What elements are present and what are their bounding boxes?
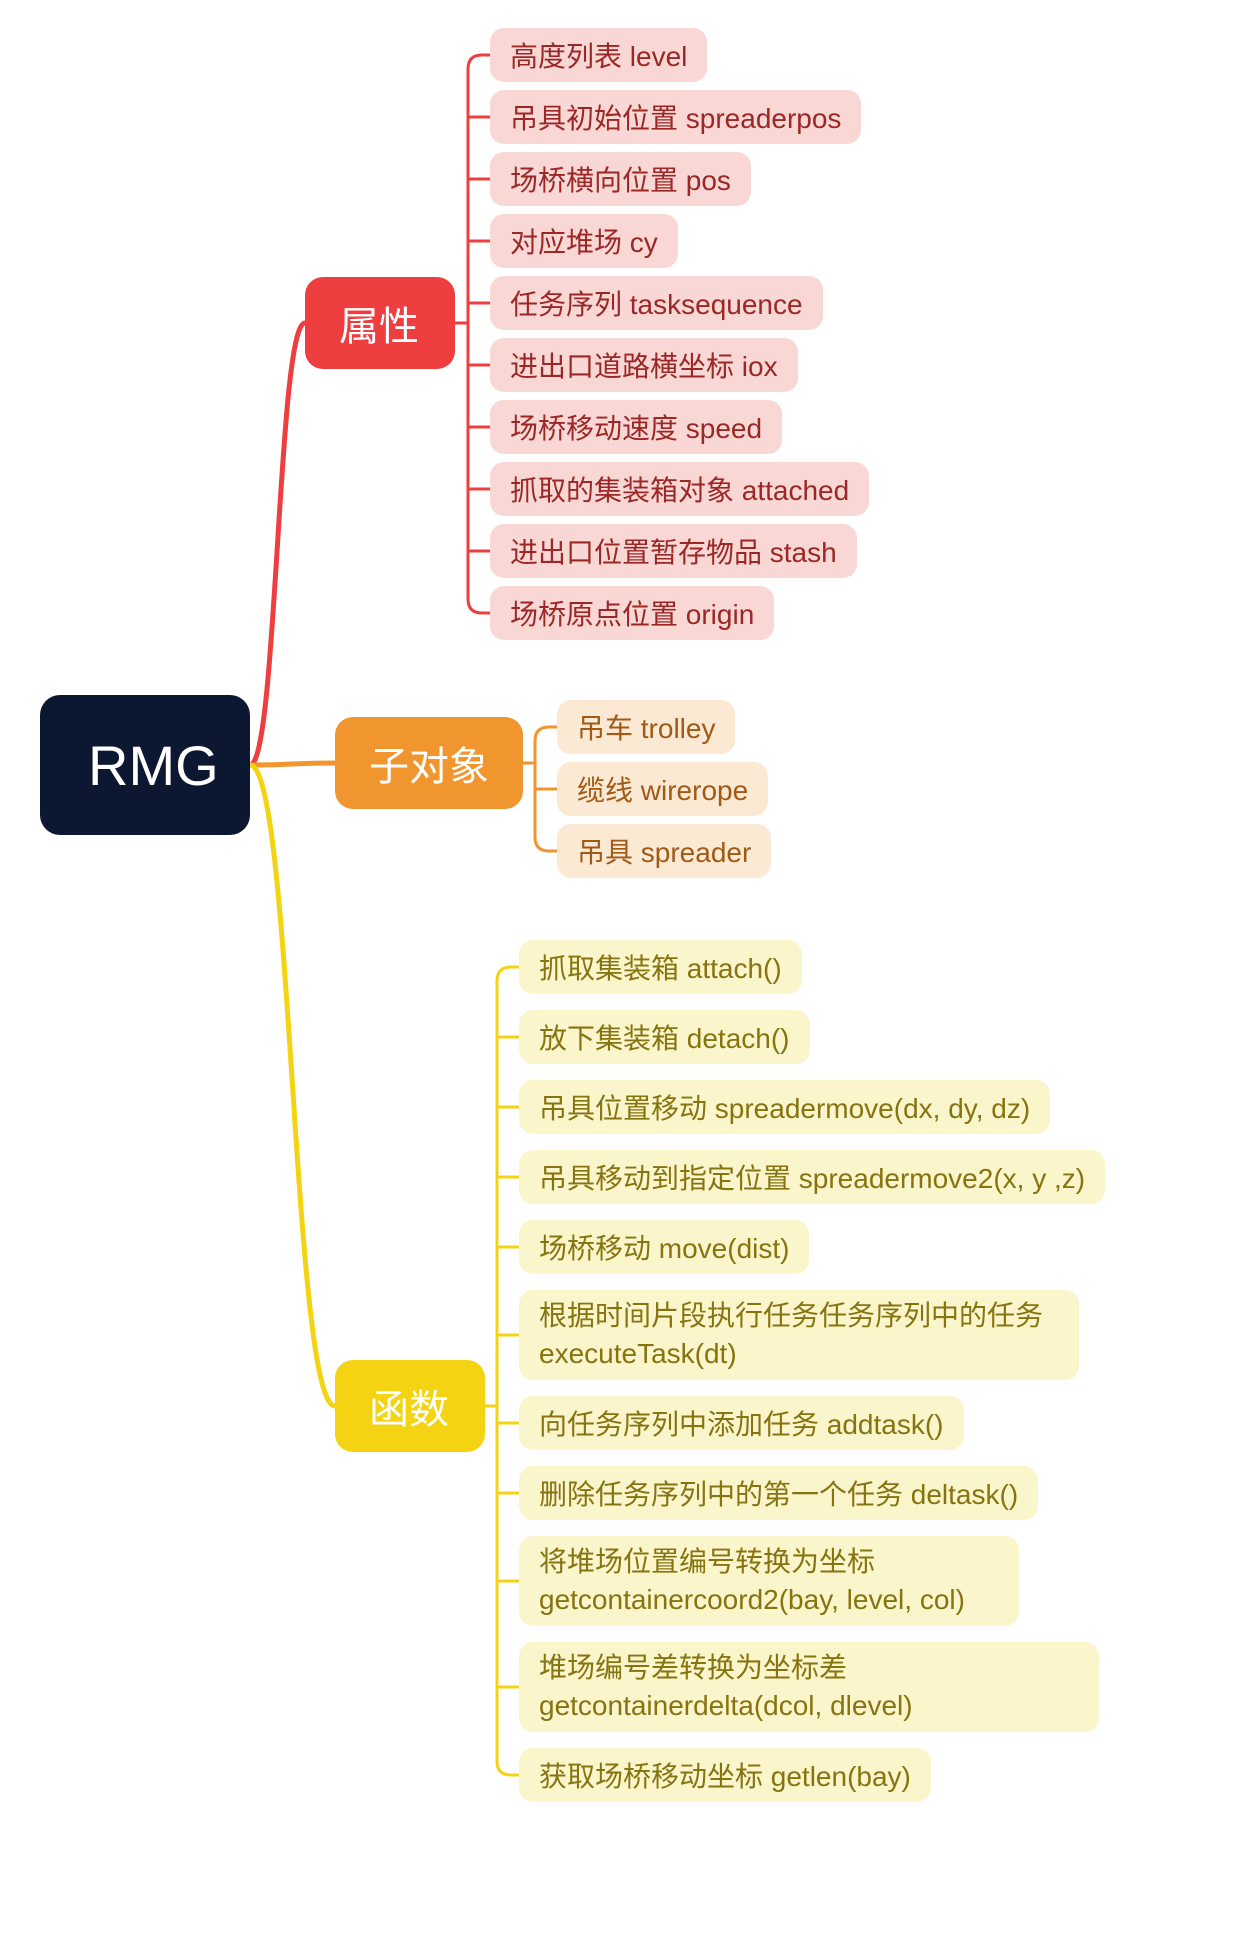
leaf-attr-0: 高度列表 level — [490, 28, 707, 82]
leaf-attr-2: 场桥横向位置 pos — [490, 152, 751, 206]
root-node: RMG — [40, 695, 250, 835]
leaf-func-4: 场桥移动 move(dist) — [519, 1220, 809, 1274]
branch-attr: 属性 — [305, 277, 455, 369]
leaf-child-2: 吊具 spreader — [557, 824, 771, 878]
leaf-func-0: 抓取集装箱 attach() — [519, 940, 802, 994]
leaf-attr-5: 进出口道路横坐标 iox — [490, 338, 798, 392]
leaf-attr-9: 场桥原点位置 origin — [490, 586, 774, 640]
leaf-attr-7: 抓取的集装箱对象 attached — [490, 462, 869, 516]
leaf-attr-8: 进出口位置暂存物品 stash — [490, 524, 857, 578]
branch-child: 子对象 — [335, 717, 523, 809]
leaf-func-7: 删除任务序列中的第一个任务 deltask() — [519, 1466, 1038, 1520]
leaf-attr-6: 场桥移动速度 speed — [490, 400, 782, 454]
branch-func: 函数 — [335, 1360, 485, 1452]
leaf-func-2: 吊具位置移动 spreadermove(dx, dy, dz) — [519, 1080, 1050, 1134]
leaf-attr-3: 对应堆场 cy — [490, 214, 678, 268]
leaf-func-9: 堆场编号差转换为坐标差getcontainerdelta(dcol, dleve… — [519, 1642, 1099, 1732]
leaf-func-10: 获取场桥移动坐标 getlen(bay) — [519, 1748, 931, 1802]
leaf-func-8: 将堆场位置编号转换为坐标 getcontainercoord2(bay, lev… — [519, 1536, 1019, 1626]
leaf-func-5: 根据时间片段执行任务任务序列中的任务 executeTask(dt) — [519, 1290, 1079, 1380]
leaf-attr-1: 吊具初始位置 spreaderpos — [490, 90, 861, 144]
leaf-child-1: 缆线 wirerope — [557, 762, 768, 816]
leaf-attr-4: 任务序列 tasksequence — [490, 276, 823, 330]
leaf-func-1: 放下集装箱 detach() — [519, 1010, 810, 1064]
leaf-child-0: 吊车 trolley — [557, 700, 735, 754]
leaf-func-6: 向任务序列中添加任务 addtask() — [519, 1396, 964, 1450]
leaf-func-3: 吊具移动到指定位置 spreadermove2(x, y ,z) — [519, 1150, 1105, 1204]
